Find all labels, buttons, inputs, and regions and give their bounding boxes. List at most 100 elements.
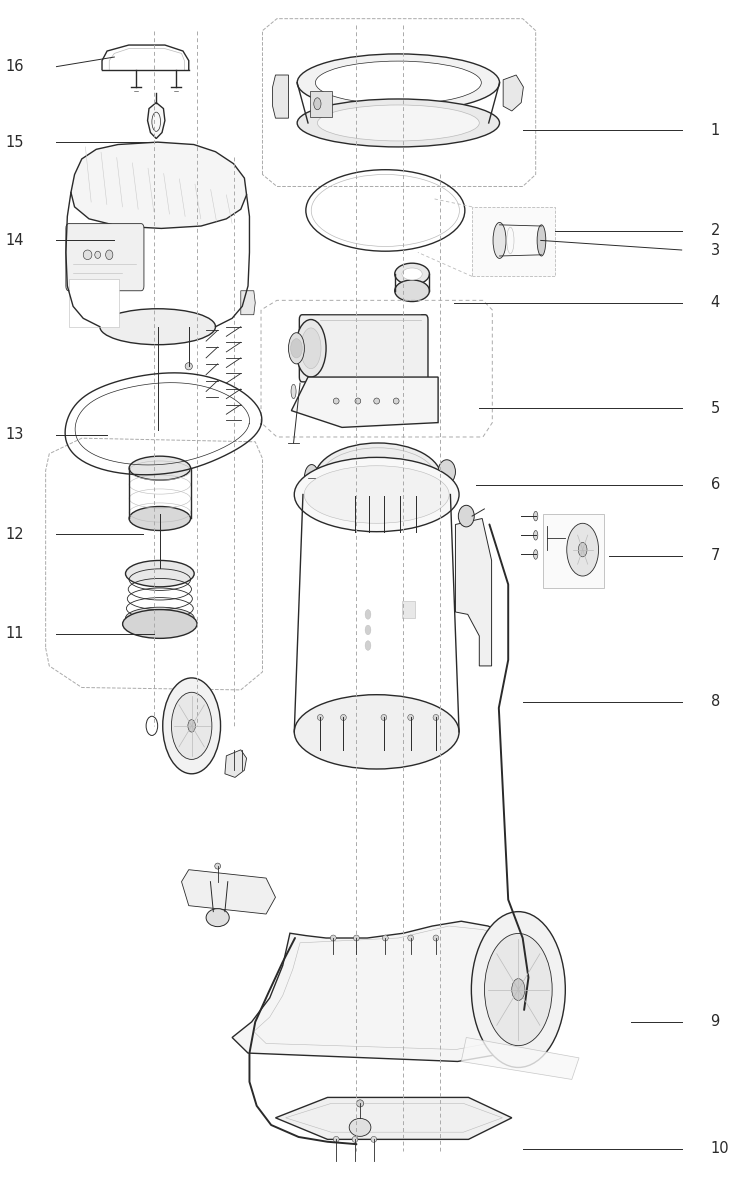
Text: 14: 14: [5, 233, 24, 248]
Polygon shape: [503, 76, 523, 110]
Polygon shape: [71, 142, 246, 228]
Text: 11: 11: [5, 626, 24, 641]
Ellipse shape: [394, 398, 399, 404]
Ellipse shape: [294, 457, 459, 532]
Ellipse shape: [84, 250, 92, 259]
Ellipse shape: [408, 935, 413, 941]
Circle shape: [291, 338, 302, 358]
Text: 15: 15: [5, 134, 24, 150]
Bar: [310, 90, 332, 116]
Ellipse shape: [367, 493, 372, 498]
Polygon shape: [240, 290, 255, 314]
Polygon shape: [455, 518, 492, 666]
Circle shape: [512, 979, 525, 1001]
Ellipse shape: [356, 1100, 364, 1108]
Text: 16: 16: [5, 59, 24, 74]
Polygon shape: [292, 377, 438, 427]
Circle shape: [365, 641, 371, 650]
Ellipse shape: [352, 1136, 358, 1142]
Ellipse shape: [458, 505, 474, 527]
Ellipse shape: [534, 511, 538, 521]
FancyBboxPatch shape: [299, 314, 428, 382]
Ellipse shape: [304, 464, 319, 491]
Text: 13: 13: [6, 427, 24, 442]
Ellipse shape: [294, 695, 459, 769]
Ellipse shape: [334, 1136, 339, 1142]
Ellipse shape: [493, 222, 506, 258]
Polygon shape: [147, 102, 165, 138]
Ellipse shape: [537, 224, 546, 256]
Ellipse shape: [534, 550, 538, 559]
Circle shape: [365, 625, 371, 635]
Text: 12: 12: [5, 527, 24, 541]
Polygon shape: [276, 1098, 512, 1139]
Ellipse shape: [349, 1118, 371, 1136]
Ellipse shape: [185, 362, 192, 370]
Circle shape: [567, 523, 599, 576]
Text: 6: 6: [710, 478, 720, 492]
Ellipse shape: [125, 560, 194, 587]
Ellipse shape: [341, 714, 346, 720]
Ellipse shape: [395, 263, 430, 284]
Ellipse shape: [371, 1136, 377, 1142]
Ellipse shape: [297, 54, 499, 112]
Circle shape: [163, 678, 221, 774]
Circle shape: [188, 720, 196, 732]
Ellipse shape: [397, 493, 402, 498]
Text: 7: 7: [710, 548, 720, 563]
Ellipse shape: [355, 398, 361, 404]
Ellipse shape: [353, 493, 358, 498]
Text: 1: 1: [710, 122, 720, 138]
Ellipse shape: [374, 398, 380, 404]
Ellipse shape: [125, 607, 194, 629]
Ellipse shape: [295, 319, 326, 377]
Ellipse shape: [534, 530, 538, 540]
Ellipse shape: [95, 251, 100, 258]
Text: 5: 5: [710, 401, 720, 415]
Ellipse shape: [315, 443, 441, 512]
Polygon shape: [273, 76, 289, 118]
Text: 4: 4: [710, 295, 720, 311]
Ellipse shape: [402, 268, 422, 280]
Circle shape: [365, 610, 371, 619]
Ellipse shape: [301, 328, 321, 368]
Ellipse shape: [106, 250, 113, 259]
Ellipse shape: [433, 935, 439, 941]
Circle shape: [578, 542, 587, 557]
Ellipse shape: [289, 332, 304, 364]
Ellipse shape: [122, 610, 197, 638]
Text: 3: 3: [710, 242, 720, 258]
Ellipse shape: [395, 280, 430, 301]
Ellipse shape: [291, 384, 296, 398]
Ellipse shape: [317, 714, 323, 720]
Ellipse shape: [129, 506, 191, 530]
Text: 9: 9: [710, 1014, 720, 1030]
Ellipse shape: [381, 714, 387, 720]
Circle shape: [471, 912, 565, 1068]
Ellipse shape: [383, 935, 388, 941]
Ellipse shape: [129, 456, 191, 480]
Ellipse shape: [433, 714, 439, 720]
Polygon shape: [232, 922, 536, 1062]
Ellipse shape: [215, 863, 221, 869]
Ellipse shape: [206, 908, 229, 926]
FancyBboxPatch shape: [66, 223, 144, 290]
Circle shape: [485, 934, 552, 1045]
Text: 10: 10: [710, 1141, 729, 1157]
Ellipse shape: [381, 493, 386, 498]
Polygon shape: [182, 870, 276, 914]
Ellipse shape: [438, 460, 455, 484]
Ellipse shape: [100, 308, 216, 344]
Ellipse shape: [297, 98, 499, 146]
Polygon shape: [461, 1038, 579, 1080]
Ellipse shape: [413, 493, 419, 498]
Text: 8: 8: [710, 695, 720, 709]
Bar: [472, 206, 555, 276]
Circle shape: [172, 692, 212, 760]
Bar: [543, 514, 604, 588]
Ellipse shape: [315, 61, 482, 104]
Ellipse shape: [353, 935, 359, 941]
Ellipse shape: [331, 935, 336, 941]
Polygon shape: [225, 750, 246, 778]
Bar: [69, 278, 119, 326]
